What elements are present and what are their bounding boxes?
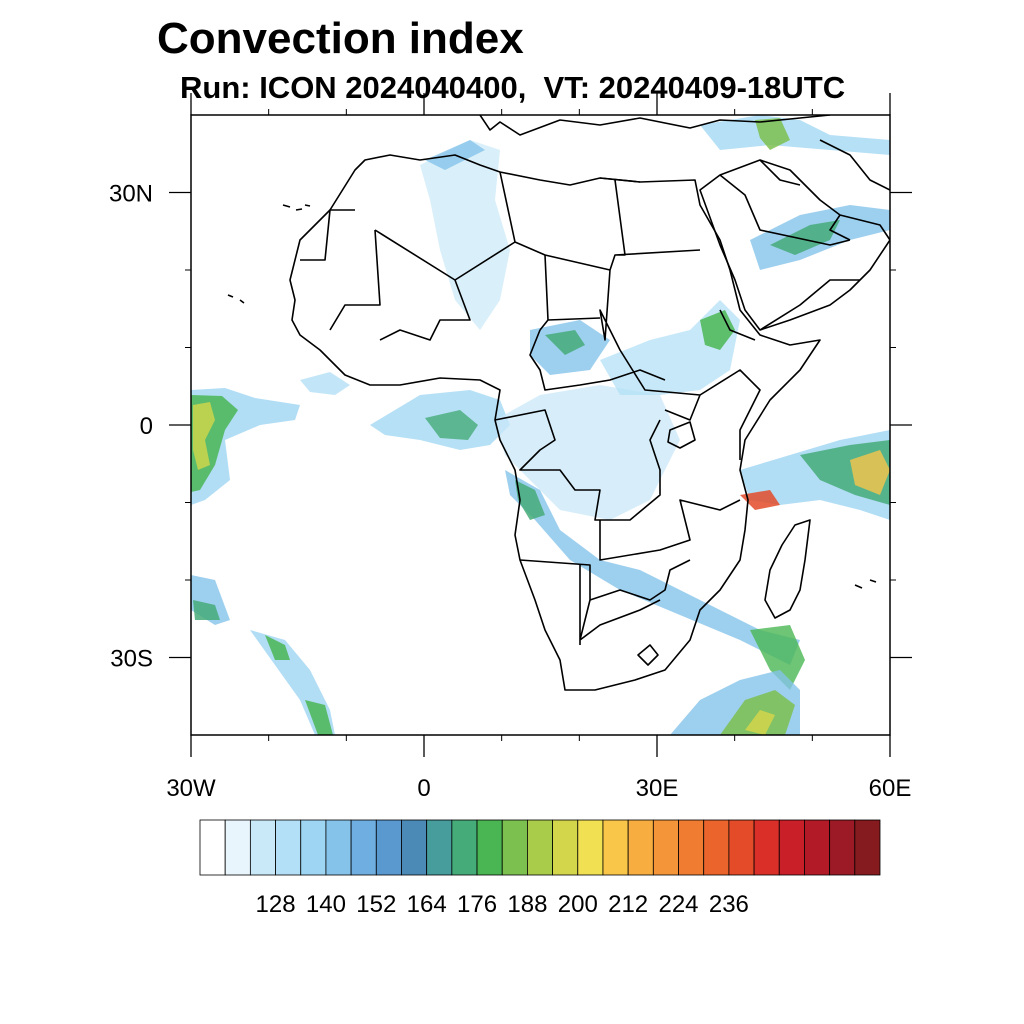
colorbar: 128 140 152 164 176 188 200 212 224 236 xyxy=(199,819,881,918)
colorbar-label: 176 xyxy=(457,891,497,918)
colorbar-label: 188 xyxy=(507,891,547,918)
colorbar-swatch xyxy=(451,819,478,876)
colorbar-swatch xyxy=(552,819,579,876)
colorbar-swatch xyxy=(753,819,780,876)
lesotho-border xyxy=(637,644,659,666)
mascarene-islands xyxy=(854,579,877,589)
lat-tick-label: 30S xyxy=(110,646,153,673)
lon-tick-label: 0 xyxy=(417,775,430,802)
colorbar-swatch xyxy=(728,819,755,876)
colorbar-swatch xyxy=(678,819,705,876)
canary-islands xyxy=(282,204,311,211)
convection-area xyxy=(850,450,890,495)
colorbar-swatch xyxy=(375,819,402,876)
chart-title: Convection index xyxy=(157,14,524,63)
lon-tick-label: 30E xyxy=(636,775,679,802)
convection-area xyxy=(720,690,795,735)
colorbar-swatch xyxy=(426,819,453,876)
country-borders xyxy=(300,159,860,645)
convection-area xyxy=(300,372,350,395)
colorbar-swatch xyxy=(199,819,226,876)
colorbar-label: 212 xyxy=(608,891,648,918)
convection-area xyxy=(495,385,680,520)
convection-area xyxy=(420,140,510,330)
colorbar-swatch xyxy=(627,819,654,876)
axis-ticks: 30W 0 30E 60E 30N 0 30S xyxy=(109,93,912,802)
convection-area xyxy=(193,402,215,470)
colorbar-swatch xyxy=(501,819,528,876)
europe-coastline xyxy=(479,115,831,136)
colorbar-swatch xyxy=(224,819,251,876)
madagascar-coastline xyxy=(764,519,811,619)
convection-area xyxy=(755,118,790,150)
lon-tick-label: 30W xyxy=(166,775,216,802)
colorbar-swatch xyxy=(300,819,327,876)
convection-area xyxy=(305,700,333,735)
persia-coastline xyxy=(819,139,890,191)
colorbar-swatch xyxy=(854,819,881,876)
colorbar-label: 200 xyxy=(558,891,598,918)
convection-area xyxy=(425,410,478,440)
cape-verde xyxy=(227,294,245,304)
lake-victoria xyxy=(667,421,696,449)
colorbar-label: 140 xyxy=(306,891,346,918)
convection-area xyxy=(265,635,290,660)
convection-field xyxy=(191,115,890,735)
lat-tick-label: 30N xyxy=(109,181,153,208)
convection-area xyxy=(545,330,585,355)
colorbar-label: 164 xyxy=(407,891,447,918)
colorbar-swatch xyxy=(476,819,503,876)
colorbar-swatch xyxy=(804,819,831,876)
lat-tick-label: 0 xyxy=(140,413,153,440)
coastlines-borders xyxy=(227,115,890,691)
colorbar-swatch xyxy=(652,819,679,876)
colorbar-swatch xyxy=(703,819,730,876)
colorbar-swatch xyxy=(275,819,302,876)
colorbar-swatch xyxy=(401,819,428,876)
convection-area xyxy=(505,470,800,665)
convection-area xyxy=(750,625,805,690)
convection-area xyxy=(740,490,780,510)
convection-area xyxy=(700,310,735,350)
convection-area xyxy=(745,710,775,735)
chart-subtitle: Run: ICON 2024040400, VT: 20240409-18UTC xyxy=(180,70,846,105)
lon-tick-label: 60E xyxy=(869,775,912,802)
colorbar-swatch xyxy=(602,819,629,876)
convection-area xyxy=(700,115,890,155)
colorbar-label: 152 xyxy=(356,891,396,918)
colorbar-swatch xyxy=(577,819,604,876)
colorbar-label: 224 xyxy=(658,891,698,918)
arabia-coastline xyxy=(699,159,890,331)
colorbar-label: 236 xyxy=(709,891,749,918)
colorbar-swatch xyxy=(778,819,805,876)
colorbar-swatch xyxy=(249,819,276,876)
convection-area xyxy=(193,600,220,620)
convection-area xyxy=(770,220,840,255)
colorbar-label: 128 xyxy=(256,891,296,918)
convection-area xyxy=(515,480,545,520)
colorbar-swatch xyxy=(325,819,352,876)
colorbar-swatch xyxy=(829,819,856,876)
colorbar-swatch xyxy=(350,819,377,876)
colorbar-swatch xyxy=(527,819,553,876)
